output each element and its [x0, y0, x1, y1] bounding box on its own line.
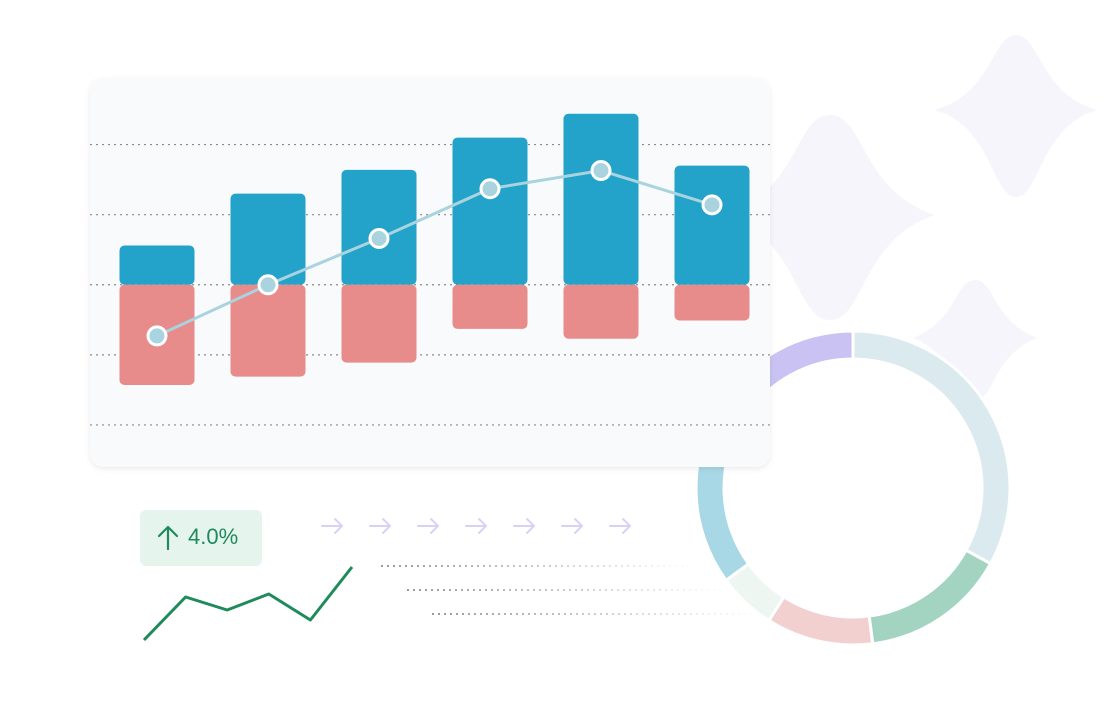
badge: 4.0%	[140, 510, 262, 566]
sparkle	[725, 115, 935, 320]
sparkle	[934, 35, 1098, 197]
bar	[452, 284, 528, 329]
trend-point	[479, 178, 501, 200]
up-arrow-icon	[157, 525, 179, 551]
arrows	[321, 518, 631, 534]
donut-segment	[867, 548, 993, 646]
bar	[341, 169, 417, 285]
bar	[230, 284, 306, 377]
bar	[452, 137, 528, 285]
sparkles	[725, 35, 1098, 400]
trend-point	[590, 160, 612, 182]
badge-bg	[140, 510, 262, 566]
bar	[119, 245, 195, 285]
trend-line	[156, 168, 713, 338]
sparkline-path	[142, 566, 354, 642]
bar	[563, 113, 639, 285]
badge-text: 4.0%	[188, 524, 238, 549]
trend-point	[368, 228, 390, 250]
dotted-lines	[380, 565, 761, 615]
bar	[230, 193, 306, 285]
sparkline	[142, 566, 354, 642]
bar	[341, 284, 417, 363]
bar	[674, 165, 750, 285]
sparkle	[913, 280, 1037, 400]
trend-point	[701, 194, 723, 216]
combo-chart	[90, 113, 770, 426]
bar	[563, 284, 639, 339]
arrow-row	[321, 518, 631, 534]
donut-segment	[766, 594, 875, 647]
bar	[674, 284, 750, 321]
trend-point	[257, 274, 279, 296]
trend-point	[146, 325, 168, 347]
